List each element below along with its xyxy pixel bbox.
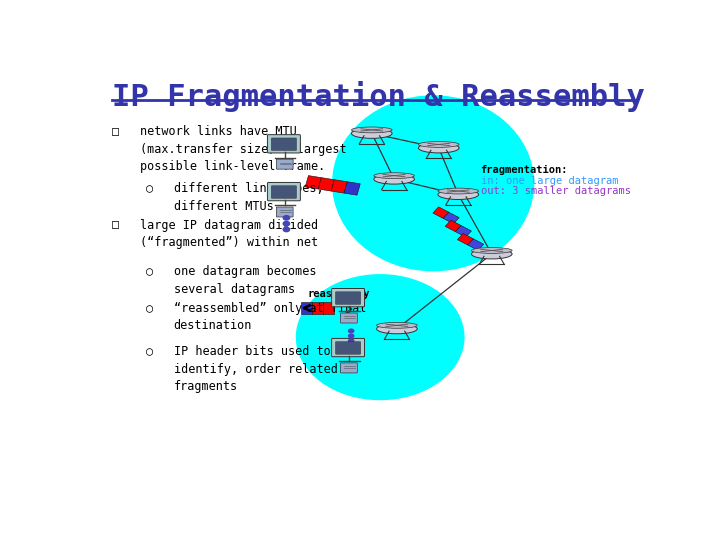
Bar — [443, 212, 459, 224]
Bar — [457, 233, 474, 245]
FancyBboxPatch shape — [341, 363, 357, 373]
FancyBboxPatch shape — [271, 138, 297, 151]
Bar — [323, 302, 334, 314]
Bar — [301, 302, 312, 314]
FancyBboxPatch shape — [332, 288, 364, 307]
Text: network links have MTU
(max.transfer size) – largest
possible link-level frame.: network links have MTU (max.transfer siz… — [140, 125, 347, 173]
FancyBboxPatch shape — [336, 292, 361, 305]
FancyBboxPatch shape — [271, 186, 297, 198]
FancyBboxPatch shape — [267, 134, 300, 153]
Bar — [445, 220, 462, 232]
FancyBboxPatch shape — [276, 159, 293, 169]
Ellipse shape — [472, 247, 512, 253]
Text: out: 3 smaller datagrams: out: 3 smaller datagrams — [481, 186, 631, 196]
Bar — [318, 178, 334, 191]
Ellipse shape — [351, 129, 392, 138]
Ellipse shape — [438, 188, 479, 194]
Circle shape — [348, 339, 354, 343]
Text: □: □ — [112, 219, 120, 232]
FancyBboxPatch shape — [332, 339, 364, 357]
Text: “reassembled” only at final
destination: “reassembled” only at final destination — [174, 302, 366, 332]
Bar — [305, 176, 321, 189]
FancyBboxPatch shape — [336, 342, 361, 354]
FancyBboxPatch shape — [267, 183, 300, 201]
Ellipse shape — [297, 275, 464, 400]
Text: ○: ○ — [145, 346, 153, 359]
Text: □: □ — [112, 125, 120, 138]
Text: reassembly: reassembly — [307, 289, 370, 299]
Ellipse shape — [418, 143, 459, 153]
Bar — [331, 180, 347, 193]
Text: ○: ○ — [145, 265, 153, 278]
Bar — [455, 226, 472, 237]
Text: IP header bits used to
identify, order related
fragments: IP header bits used to identify, order r… — [174, 346, 338, 394]
Bar — [468, 239, 484, 251]
Ellipse shape — [333, 96, 534, 271]
Ellipse shape — [351, 127, 392, 133]
Text: fragmentation:: fragmentation: — [481, 165, 568, 174]
FancyBboxPatch shape — [276, 207, 293, 217]
Circle shape — [282, 215, 290, 221]
Text: IP Fragmentation & Reassembly: IP Fragmentation & Reassembly — [112, 82, 645, 112]
Text: in: one large datagram: in: one large datagram — [481, 176, 618, 186]
Bar — [312, 302, 323, 314]
Text: one datagram becomes
several datagrams: one datagram becomes several datagrams — [174, 265, 316, 296]
Ellipse shape — [374, 174, 415, 184]
Text: different link types,
different MTUs: different link types, different MTUs — [174, 182, 323, 213]
Ellipse shape — [377, 322, 417, 328]
Ellipse shape — [418, 141, 459, 147]
Circle shape — [348, 328, 354, 333]
Ellipse shape — [374, 173, 415, 179]
Ellipse shape — [377, 324, 417, 334]
Circle shape — [348, 333, 354, 339]
Ellipse shape — [472, 249, 512, 259]
Ellipse shape — [438, 190, 479, 199]
FancyBboxPatch shape — [341, 313, 357, 323]
Text: large IP datagram divided
(“fragmented”) within net: large IP datagram divided (“fragmented”)… — [140, 219, 318, 249]
Text: ○: ○ — [145, 302, 153, 315]
Text: ○: ○ — [145, 182, 153, 195]
Bar — [344, 182, 360, 195]
Circle shape — [282, 227, 290, 232]
Bar — [433, 207, 449, 218]
Circle shape — [282, 221, 290, 227]
